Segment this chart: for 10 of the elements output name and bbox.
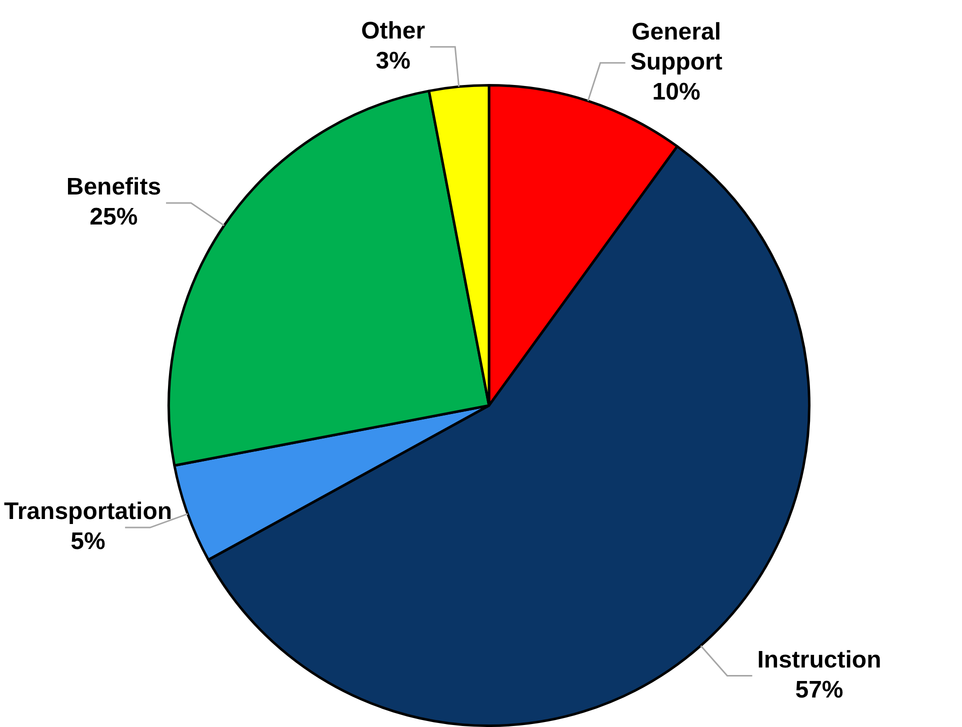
- slice-label: Benefits: [66, 174, 162, 201]
- slice-label: Instruction: [757, 646, 882, 674]
- slice-label: Transportation: [4, 498, 172, 526]
- data-label: 25%: [90, 204, 138, 231]
- data-label: 10%: [652, 78, 700, 106]
- slice-label: Other: [361, 17, 426, 44]
- data-label: 57%: [795, 676, 844, 704]
- data-label: 5%: [70, 528, 106, 556]
- slice-label: General Support: [630, 18, 722, 76]
- data-label: 3%: [376, 47, 410, 74]
